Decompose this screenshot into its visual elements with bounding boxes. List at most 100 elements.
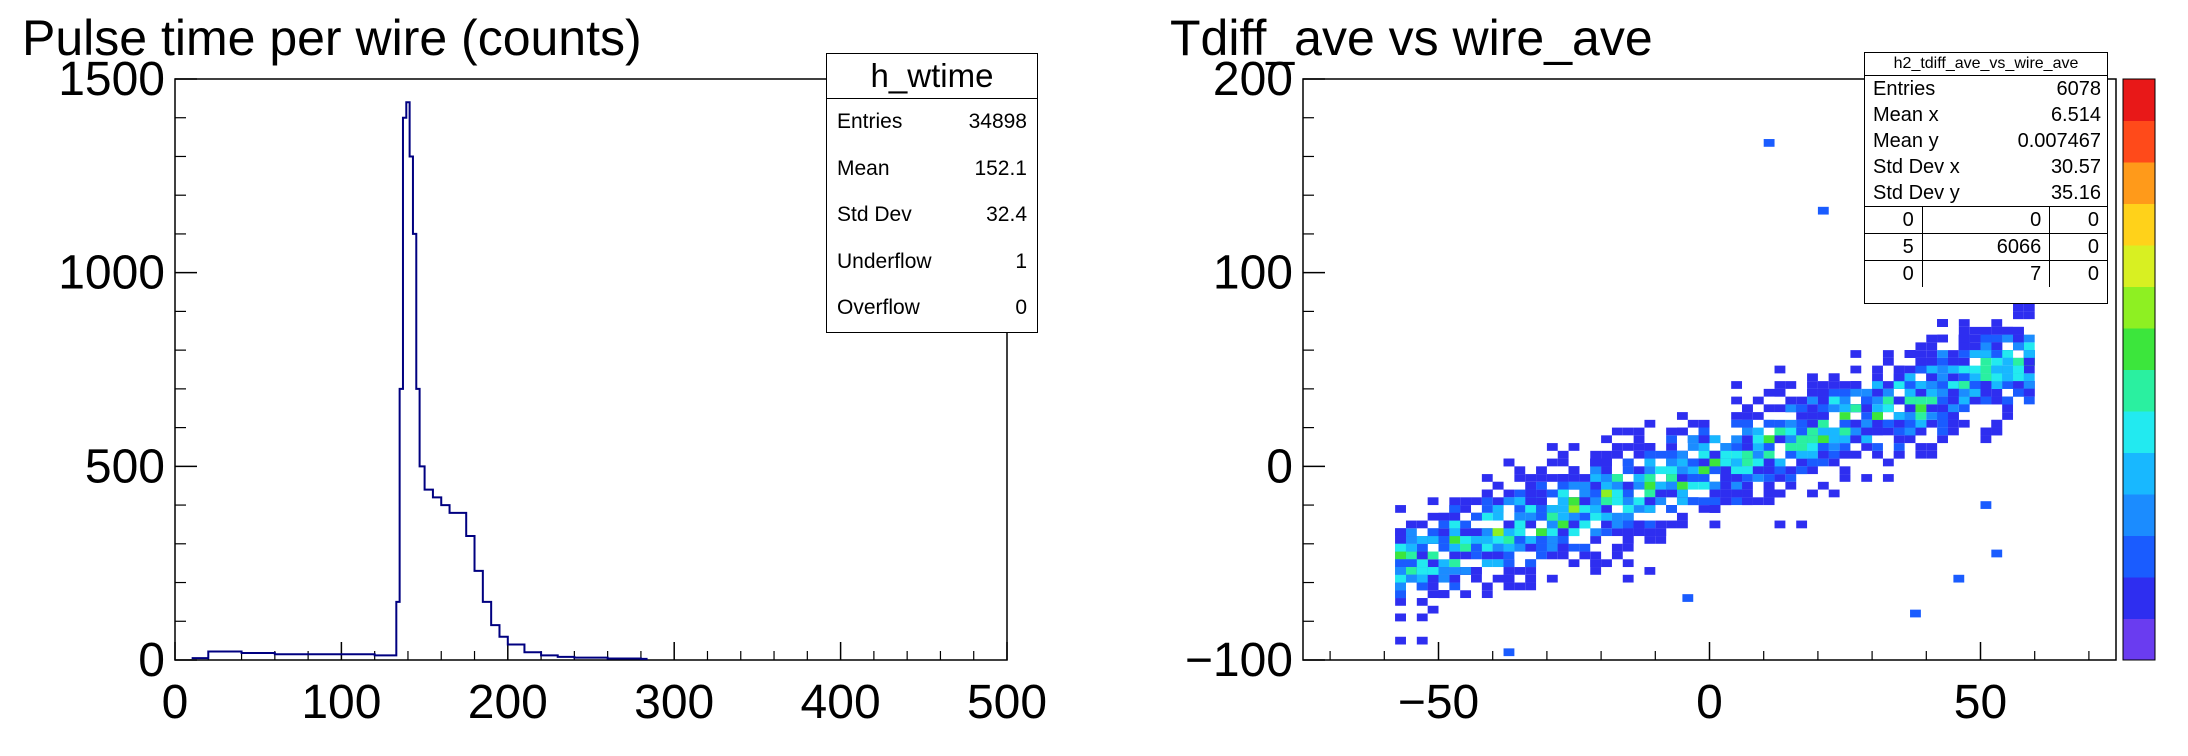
heatmap-cell bbox=[1720, 450, 1732, 459]
right-stats-label: Std Dev y bbox=[1873, 181, 1960, 204]
heatmap-cell bbox=[2023, 388, 2035, 397]
heatmap-cell bbox=[1861, 396, 1873, 405]
heatmap-cell bbox=[2002, 357, 2014, 366]
heatmap-cell bbox=[1731, 412, 1743, 420]
heatmap-cell bbox=[1926, 450, 1938, 459]
heatmap-cell bbox=[1427, 528, 1439, 537]
heatmap-cell bbox=[1807, 396, 1818, 405]
heatmap-cell bbox=[1872, 412, 1883, 420]
palette-color-step bbox=[2123, 203, 2155, 246]
heatmap-cell bbox=[1910, 609, 1921, 618]
heatmap-cell bbox=[1796, 435, 1808, 444]
heatmap-cell bbox=[1893, 365, 1905, 374]
heatmap-cell bbox=[1525, 559, 1537, 568]
heatmap-cell bbox=[1590, 512, 1602, 521]
heatmap-cell bbox=[1460, 520, 1472, 529]
heatmap-cell bbox=[2002, 350, 2014, 358]
heatmap-cell bbox=[1449, 512, 1461, 521]
right-stats-grid-row: 5 6066 0 bbox=[1865, 233, 2107, 261]
heatmap-cell bbox=[1514, 512, 1526, 521]
heatmap-cell bbox=[1991, 549, 2003, 558]
heatmap-cell bbox=[2002, 365, 2014, 374]
heatmap-cell bbox=[1568, 559, 1580, 568]
heatmap-cell bbox=[1579, 543, 1591, 552]
heatmap-cell bbox=[1785, 404, 1797, 413]
heatmap-cell bbox=[1395, 613, 1406, 622]
left-y-tick-label: 1000 bbox=[58, 247, 165, 300]
heatmap-cell bbox=[1958, 381, 1970, 389]
heatmap-cell bbox=[1763, 435, 1775, 444]
heatmap-cell bbox=[1980, 357, 1992, 366]
left-stats-value: 32.4 bbox=[986, 203, 1027, 227]
heatmap-cell bbox=[1828, 435, 1840, 444]
heatmap-cell bbox=[1807, 412, 1818, 420]
heatmap-cell bbox=[1514, 582, 1526, 591]
heatmap-cell bbox=[1611, 551, 1623, 560]
heatmap-cell bbox=[1785, 396, 1797, 405]
heatmap-cell bbox=[1666, 435, 1677, 444]
heatmap-cell bbox=[1817, 481, 1829, 490]
heatmap-cell bbox=[2013, 373, 2024, 382]
heatmap-cell bbox=[1937, 419, 1948, 428]
heatmap-cell bbox=[2002, 396, 2014, 405]
heatmap-cell bbox=[1720, 474, 1732, 482]
heatmap-cell bbox=[1644, 443, 1656, 451]
heatmap-cell bbox=[2023, 350, 2035, 358]
heatmap-cell bbox=[1915, 450, 1927, 459]
heatmap-cell bbox=[1579, 505, 1591, 513]
heatmap-cell bbox=[1427, 567, 1439, 575]
heatmap-cell bbox=[1709, 489, 1721, 498]
heatmap-cell bbox=[1937, 365, 1948, 374]
palette-color-step bbox=[2123, 452, 2155, 495]
heatmap-cell bbox=[1698, 450, 1710, 459]
heatmap-cell bbox=[1752, 474, 1764, 482]
heatmap-cell bbox=[1449, 582, 1461, 591]
heatmap-cell bbox=[1568, 481, 1580, 490]
heatmap-cell bbox=[1980, 427, 1992, 436]
heatmap-cell bbox=[1557, 474, 1569, 482]
heatmap-cell bbox=[1752, 396, 1764, 405]
heatmap-cell bbox=[1958, 357, 1970, 366]
heatmap-cell bbox=[1980, 396, 1992, 405]
heatmap-cell bbox=[1763, 139, 1775, 147]
heatmap-cell bbox=[1828, 458, 1840, 467]
heatmap-cell bbox=[1536, 536, 1547, 544]
heatmap-cell bbox=[1893, 443, 1905, 451]
heatmap-cell bbox=[1395, 551, 1406, 560]
left-stats-value: 152.1 bbox=[974, 156, 1027, 180]
heatmap-cell bbox=[1980, 435, 1992, 444]
heatmap-cell bbox=[1514, 497, 1526, 506]
heatmap-cell bbox=[1557, 512, 1569, 521]
heatmap-cell bbox=[1861, 404, 1873, 413]
heatmap-cell bbox=[1774, 388, 1786, 397]
heatmap-cell bbox=[1872, 427, 1883, 436]
heatmap-cell bbox=[1481, 512, 1493, 521]
heatmap-cell bbox=[1666, 450, 1677, 459]
heatmap-cell bbox=[1557, 450, 1569, 459]
heatmap-cell bbox=[1503, 536, 1515, 544]
heatmap-cell bbox=[1817, 435, 1829, 444]
heatmap-cell bbox=[1590, 458, 1602, 467]
heatmap-cell bbox=[1633, 474, 1645, 482]
heatmap-cell bbox=[1937, 412, 1948, 420]
heatmap-cell bbox=[1644, 419, 1656, 428]
palette-color-step bbox=[2123, 79, 2155, 121]
heatmap-cell bbox=[1937, 427, 1948, 436]
heatmap-cell bbox=[1536, 497, 1547, 506]
heatmap-cell bbox=[1416, 520, 1428, 529]
heatmap-cell bbox=[1893, 381, 1905, 389]
right-stats-grid-cell: 0 bbox=[2049, 206, 2107, 234]
heatmap-cell bbox=[1980, 388, 1992, 397]
heatmap-cell bbox=[1915, 365, 1927, 374]
heatmap-cell bbox=[1915, 388, 1927, 397]
heatmap-cell bbox=[1947, 396, 1959, 405]
heatmap-cell bbox=[1991, 357, 2003, 366]
heatmap-cell bbox=[1742, 458, 1753, 467]
heatmap-cell bbox=[1427, 605, 1439, 614]
heatmap-cell bbox=[1546, 489, 1558, 498]
heatmap-cell bbox=[1503, 582, 1515, 591]
heatmap-cell bbox=[1525, 574, 1537, 583]
heatmap-cell bbox=[1481, 582, 1493, 591]
left-chart-title: Pulse time per wire (counts) bbox=[22, 10, 642, 66]
heatmap-cell bbox=[1953, 574, 1965, 583]
